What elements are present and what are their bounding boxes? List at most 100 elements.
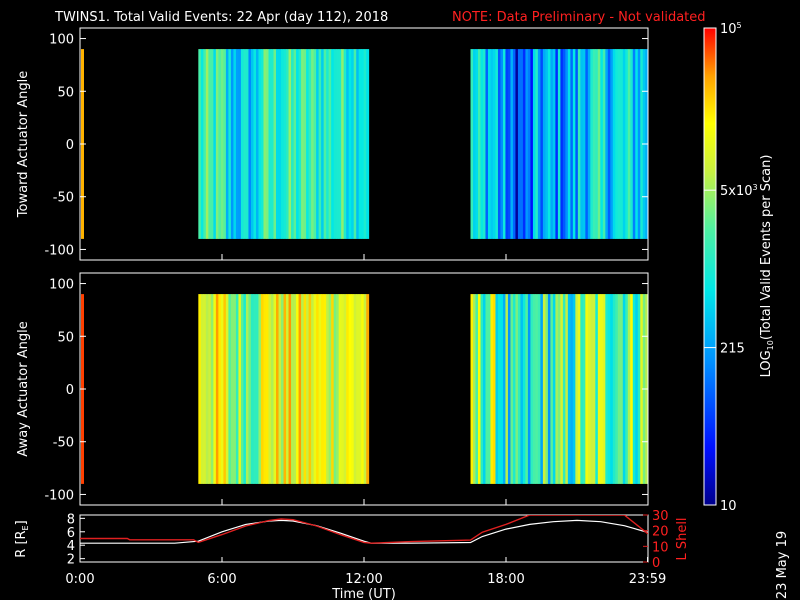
heatmap-column — [198, 294, 202, 484]
heatmap-column — [363, 49, 367, 239]
heatmap-column — [316, 294, 320, 484]
heatmap-column — [363, 294, 367, 484]
heatmap-column — [205, 49, 209, 239]
heatmap-column — [198, 49, 202, 239]
heatmap-column — [567, 49, 571, 239]
heatmap-column — [233, 49, 237, 239]
heatmap-column — [477, 294, 481, 484]
heatmap-column — [328, 294, 332, 484]
heatmap-column — [522, 49, 526, 239]
heatmap-column — [291, 49, 294, 239]
heatmap-column — [263, 49, 267, 239]
heatmap-column — [522, 294, 526, 484]
heatmap-column — [303, 294, 307, 484]
heatmap-column — [288, 49, 292, 239]
colorbar-gradient — [703, 27, 717, 506]
heatmap-column — [495, 294, 499, 484]
heatmap-column — [271, 49, 274, 239]
heatmap-column — [577, 294, 581, 484]
heatmap-column — [215, 49, 219, 239]
heatmap-column — [470, 294, 474, 484]
heatmap-column — [353, 49, 357, 239]
toward-heatmap — [81, 49, 649, 239]
heatmap-column — [597, 49, 601, 239]
heatmap-column — [597, 294, 601, 484]
figure-title: TWINS1. Total Valid Events: 22 Apr (day … — [54, 10, 388, 25]
heatmap-column — [582, 49, 586, 239]
heatmap-column — [527, 294, 531, 484]
heatmap-column — [587, 294, 591, 484]
heatmap-column — [592, 294, 596, 484]
heatmap-column — [550, 294, 554, 484]
heatmap-column — [552, 294, 556, 484]
left-tick-label: 4 — [67, 539, 75, 554]
heatmap-column — [532, 49, 536, 239]
heatmap-column — [530, 294, 534, 484]
heatmap-column — [311, 49, 315, 239]
heatmap-column — [567, 294, 571, 484]
heatmap-column — [480, 49, 484, 239]
heatmap-column — [507, 294, 511, 484]
heatmap-column — [487, 49, 491, 239]
heatmap-column — [615, 294, 619, 484]
heatmap-column — [333, 294, 337, 484]
heatmap-column — [200, 49, 204, 239]
y-tick-label: 100 — [49, 278, 74, 293]
date-stamp: 23 May 19 — [775, 531, 790, 599]
heatmap-column — [301, 49, 304, 239]
heatmap-column — [575, 49, 579, 239]
heatmap-column — [228, 294, 232, 484]
heatmap-column — [560, 294, 564, 484]
heatmap-column — [612, 294, 616, 484]
heatmap-column — [268, 49, 272, 239]
y-tick-label: -50 — [53, 191, 74, 206]
heatmap-column — [298, 294, 302, 484]
heatmap-column — [527, 49, 531, 239]
heatmap-column — [268, 294, 272, 484]
heatmap-column — [351, 49, 355, 239]
heatmap-column — [605, 294, 609, 484]
colorbar-tick-label: 105 — [720, 21, 742, 37]
heatmap-column — [502, 294, 506, 484]
preliminary-note: NOTE: Data Preliminary - Not validated — [452, 10, 706, 25]
heatmap-column — [313, 294, 317, 484]
heatmap-column — [255, 49, 259, 239]
heatmap-column — [218, 49, 222, 239]
heatmap-column — [213, 294, 217, 484]
heatmap-column — [296, 49, 299, 239]
heatmap-column — [338, 294, 342, 484]
heatmap-column — [607, 49, 611, 239]
heatmap-column — [607, 294, 611, 484]
colorbar-tick-label: 10 — [720, 499, 737, 514]
heatmap-column — [500, 294, 504, 484]
toward-y-ticks: -100 -50 0 50 100 — [44, 33, 649, 260]
heatmap-column — [213, 49, 217, 239]
heatmap-column — [635, 294, 639, 484]
heatmap-column — [260, 49, 264, 239]
heatmap-column — [323, 294, 327, 484]
heatmap-column — [550, 49, 554, 239]
heatmap-column — [341, 294, 345, 484]
heatmap-column — [602, 49, 606, 239]
heatmap-column — [497, 294, 501, 484]
heatmap-column — [540, 294, 544, 484]
heatmap-column — [470, 49, 474, 239]
colorbar-tick-label: 5x103 — [720, 183, 758, 199]
heatmap-column — [520, 294, 524, 484]
heatmap-column — [271, 294, 274, 484]
heatmap-column — [341, 49, 345, 239]
heatmap-column — [515, 294, 519, 484]
heatmap-column — [565, 294, 569, 484]
heatmap-column — [475, 49, 479, 239]
heatmap-column — [343, 49, 347, 239]
heatmap-column — [630, 294, 634, 484]
heatmap-column — [276, 294, 279, 484]
heatmap-column — [208, 294, 212, 484]
heatmap-column — [572, 294, 576, 484]
heatmap-column — [595, 49, 599, 239]
heatmap-column — [228, 49, 232, 239]
heatmap-column — [356, 49, 360, 239]
heatmap-column — [520, 49, 524, 239]
heatmap-column — [253, 49, 257, 239]
heatmap-column — [351, 294, 355, 484]
